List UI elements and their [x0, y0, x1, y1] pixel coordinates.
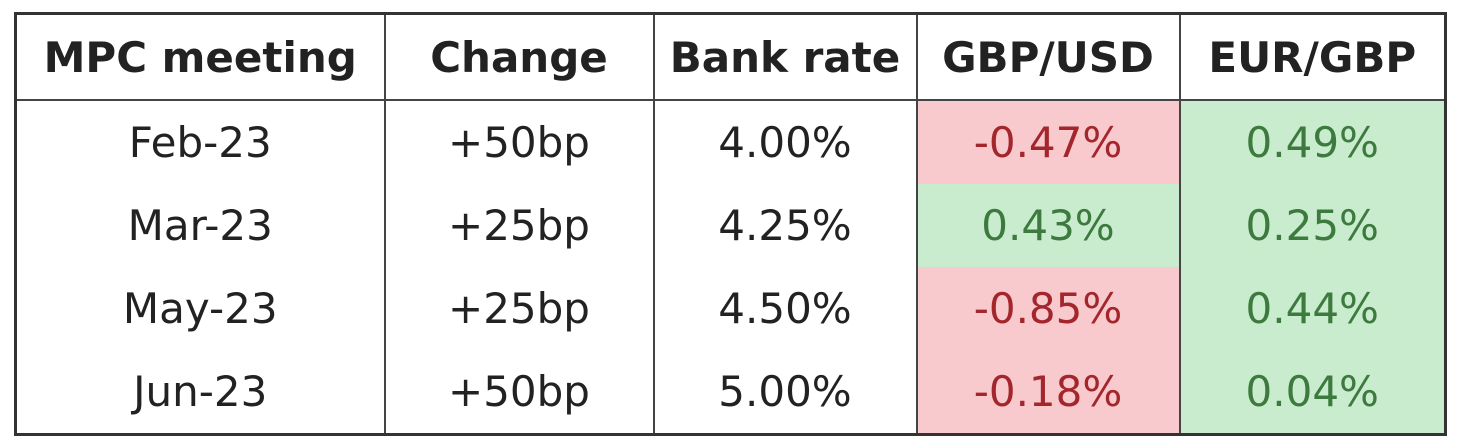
- table-cell: +50bp: [383, 350, 654, 435]
- table-cell: +50bp: [383, 100, 654, 184]
- table-cell: Mar-23: [14, 184, 385, 267]
- header-cell: Bank rate: [652, 13, 917, 101]
- table-cell: 5.00%: [652, 350, 917, 435]
- table-cell: -0.85%: [915, 267, 1180, 350]
- table-cell: Feb-23: [14, 100, 385, 184]
- table-cell: 0.49%: [1178, 100, 1446, 184]
- header-row: MPC meeting Change Bank rate GBP/USD EUR/GBP: [14, 13, 1446, 101]
- table-cell: 0.44%: [1178, 267, 1446, 350]
- table-row: Feb-23 +50bp 4.00% -0.47% 0.49%: [14, 100, 1446, 184]
- table-cell: 4.50%: [652, 267, 917, 350]
- table-row: May-23 +25bp 4.50% -0.85% 0.44%: [14, 267, 1446, 350]
- table-cell: +25bp: [383, 184, 654, 267]
- header-cell: Change: [383, 13, 654, 101]
- table-cell: May-23: [14, 267, 385, 350]
- table-cell: 0.04%: [1178, 350, 1446, 435]
- table-body: Feb-23 +50bp 4.00% -0.47% 0.49% Mar-23 +25bp 4.…: [14, 100, 1446, 435]
- header-cell: EUR/GBP: [1178, 13, 1446, 101]
- table-cell: +25bp: [383, 267, 654, 350]
- table-cell: 4.00%: [652, 100, 917, 184]
- table-cell: 4.25%: [652, 184, 917, 267]
- table-cell: 0.43%: [915, 184, 1180, 267]
- table-cell: -0.47%: [915, 100, 1180, 184]
- table-cell: -0.18%: [915, 350, 1180, 435]
- header-cell: MPC meeting: [14, 13, 385, 101]
- table-cell: 0.25%: [1178, 184, 1446, 267]
- table-cell: Jun-23: [14, 350, 385, 435]
- header-cell: GBP/USD: [915, 13, 1180, 101]
- rate-table: MPC meeting Change Bank rate GBP/USD EUR/GBP…: [14, 12, 1447, 436]
- table-row: Jun-23 +50bp 5.00% -0.18% 0.04%: [14, 350, 1446, 435]
- table-row: Mar-23 +25bp 4.25% 0.43% 0.25%: [14, 184, 1446, 267]
